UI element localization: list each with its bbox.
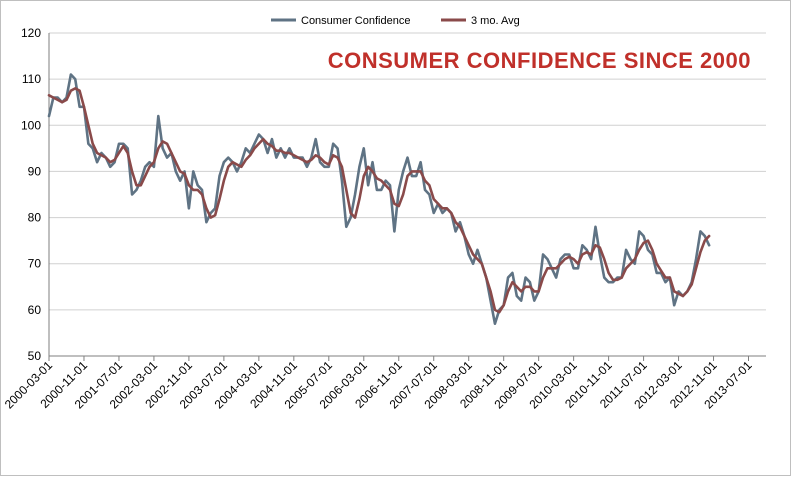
- y-tick-label: 110: [22, 72, 41, 86]
- axes: 50607080901001101202000-03-012000-11-012…: [2, 26, 766, 412]
- series-consumer-confidence-line: [47, 73, 711, 326]
- y-tick-label: 50: [28, 349, 42, 363]
- y-tick-label: 70: [28, 257, 42, 271]
- chart-title: CONSUMER CONFIDENCE SINCE 2000: [328, 48, 751, 73]
- y-tick-label: 120: [21, 26, 41, 40]
- y-tick-label: 90: [28, 164, 42, 178]
- y-tick-label: 100: [21, 118, 41, 132]
- gridlines: [49, 32, 766, 311]
- series-lines: [47, 73, 711, 326]
- y-tick-label: 80: [28, 211, 42, 225]
- legend-3mo-avg-label: 3 mo. Avg: [471, 15, 520, 27]
- y-tick-label: 60: [28, 303, 42, 317]
- series-3mo-avg-line: [47, 87, 711, 314]
- legend-consumer-confidence-label: Consumer Confidence: [301, 15, 410, 27]
- legend: Consumer Confidence 3 mo. Avg: [271, 15, 520, 27]
